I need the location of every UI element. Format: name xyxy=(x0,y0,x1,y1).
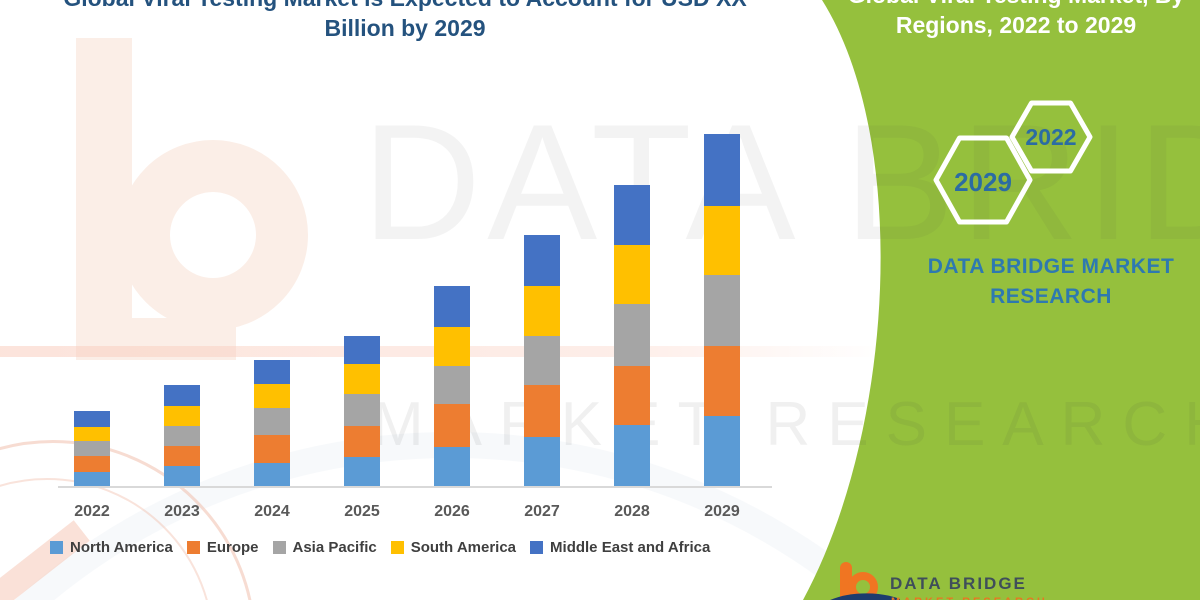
bar-segment-middle-east-and-africa xyxy=(74,411,110,427)
legend-label: Middle East and Africa xyxy=(550,539,711,556)
stacked-bar-2026 xyxy=(434,286,470,487)
bar-segment-middle-east-and-africa xyxy=(434,286,470,327)
x-axis-label-2022: 2022 xyxy=(74,503,110,520)
x-axis-label-2023: 2023 xyxy=(164,503,200,520)
brand-text-line1: DATA BRIDGE MARKET xyxy=(927,255,1175,278)
bar-segment-europe xyxy=(344,426,380,457)
stacked-bar-2022 xyxy=(74,411,110,487)
bar-segment-asia-pacific xyxy=(434,366,470,404)
legend-item-middle-east-and-africa: Middle East and Africa xyxy=(530,539,710,556)
hexagon-2029-outline xyxy=(933,135,1033,225)
chart-title-line2: Billion by 2029 xyxy=(324,15,486,41)
bar-segment-north-america xyxy=(704,416,740,487)
legend-item-asia-pacific: Asia Pacific xyxy=(272,539,377,556)
logo-wordmark: DATA BRIDGE xyxy=(890,574,1027,593)
bar-segment-north-america xyxy=(164,466,200,487)
x-axis-label-2025: 2025 xyxy=(344,503,380,520)
legend-swatch xyxy=(530,541,544,554)
bar-segment-asia-pacific xyxy=(614,304,650,366)
bar-segment-asia-pacific xyxy=(254,408,290,435)
x-axis-label-2027: 2027 xyxy=(524,503,560,520)
bar-segment-south-america xyxy=(164,406,200,426)
x-axis-line xyxy=(58,486,772,488)
bar-segment-europe xyxy=(614,366,650,425)
bar-segment-middle-east-and-africa xyxy=(524,235,560,286)
bar-segment-middle-east-and-africa xyxy=(614,185,650,245)
panel-heading-line2: Regions, 2022 to 2029 xyxy=(895,12,1137,38)
bar-segment-north-america xyxy=(74,472,110,487)
x-axis-label-2029: 2029 xyxy=(704,503,740,520)
bar-segment-north-america xyxy=(344,457,380,487)
bar-segment-north-america xyxy=(254,463,290,487)
brand-text: DATA BRIDGE MARKET RESEARCH xyxy=(925,252,1177,312)
x-axis-label-2026: 2026 xyxy=(434,503,470,520)
stacked-bar-2025 xyxy=(344,336,380,487)
bar-segment-asia-pacific xyxy=(164,426,200,446)
legend-swatch xyxy=(186,541,200,554)
bar-segment-south-america xyxy=(704,206,740,275)
chart-legend: North America Europe Asia Pacific South Ame… xyxy=(50,539,710,556)
bar-segment-middle-east-and-africa xyxy=(164,385,200,406)
bar-segment-europe xyxy=(164,446,200,466)
stacked-bar-2029 xyxy=(704,134,740,487)
bar-segment-europe xyxy=(434,404,470,447)
bar-segment-europe xyxy=(254,435,290,463)
chart-title: Global Viral Testing Market is Expected … xyxy=(25,0,785,43)
legend-swatch xyxy=(272,541,286,554)
legend-label: Asia Pacific xyxy=(292,539,377,556)
legend-label: Europe xyxy=(206,539,259,556)
bar-segment-north-america xyxy=(524,437,560,487)
bar-segment-asia-pacific xyxy=(74,441,110,456)
legend-label: North America xyxy=(70,539,173,556)
legend-swatch xyxy=(50,541,63,554)
logo-swoosh xyxy=(830,593,900,600)
logo-subtitle: MARKET RESEARCH xyxy=(891,596,1048,600)
bar-segment-asia-pacific xyxy=(524,336,560,385)
stacked-bar-2024 xyxy=(254,360,290,487)
chart-title-line1: Global Viral Testing Market is Expected … xyxy=(25,0,785,13)
watermark-logo-stem xyxy=(76,38,132,360)
brand-text-line2: RESEARCH xyxy=(990,285,1112,308)
bar-segment-europe xyxy=(704,346,740,416)
bar-segment-europe xyxy=(524,385,560,437)
panel-heading: Global Viral Testing Market, By Regions,… xyxy=(840,0,1192,40)
hexagon-2022-label: 2022 xyxy=(1025,124,1077,150)
bar-segment-north-america xyxy=(434,447,470,487)
bar-segment-middle-east-and-africa xyxy=(254,360,290,384)
panel-heading-line1: Global Viral Testing Market, By xyxy=(840,0,1192,10)
watermark-big-text: DATA BRIDGE xyxy=(362,90,1200,274)
legend-item-europe: Europe xyxy=(186,539,259,556)
stacked-bar-2027 xyxy=(524,235,560,487)
legend-label: South America xyxy=(410,539,517,556)
watermark-row-text: MARKET RESEARCH xyxy=(372,390,1200,459)
x-axis-label-2024: 2024 xyxy=(254,503,290,520)
legend-item-north-america: North America xyxy=(50,539,173,556)
bar-segment-asia-pacific xyxy=(704,275,740,346)
bar-segment-middle-east-and-africa xyxy=(704,134,740,206)
bar-segment-south-america xyxy=(344,364,380,394)
bar-segment-south-america xyxy=(614,245,650,304)
stacked-bar-2028 xyxy=(614,185,650,487)
x-axis-label-2028: 2028 xyxy=(614,503,650,520)
bar-segment-asia-pacific xyxy=(344,394,380,426)
hexagon-2029-label: 2029 xyxy=(954,167,1012,197)
hexagon-2022-outline xyxy=(1009,100,1093,174)
year-hexagons xyxy=(933,100,1093,225)
bar-segment-europe xyxy=(74,456,110,472)
stacked-bar-2023 xyxy=(164,385,200,487)
bar-segment-north-america xyxy=(614,425,650,487)
legend-item-south-america: South America xyxy=(390,539,517,556)
bar-segment-middle-east-and-africa xyxy=(344,336,380,364)
bar-segment-south-america xyxy=(434,327,470,366)
bar-segment-south-america xyxy=(254,384,290,408)
legend-swatch xyxy=(390,541,404,554)
bar-segment-south-america xyxy=(74,427,110,441)
bar-segment-south-america xyxy=(524,286,560,336)
